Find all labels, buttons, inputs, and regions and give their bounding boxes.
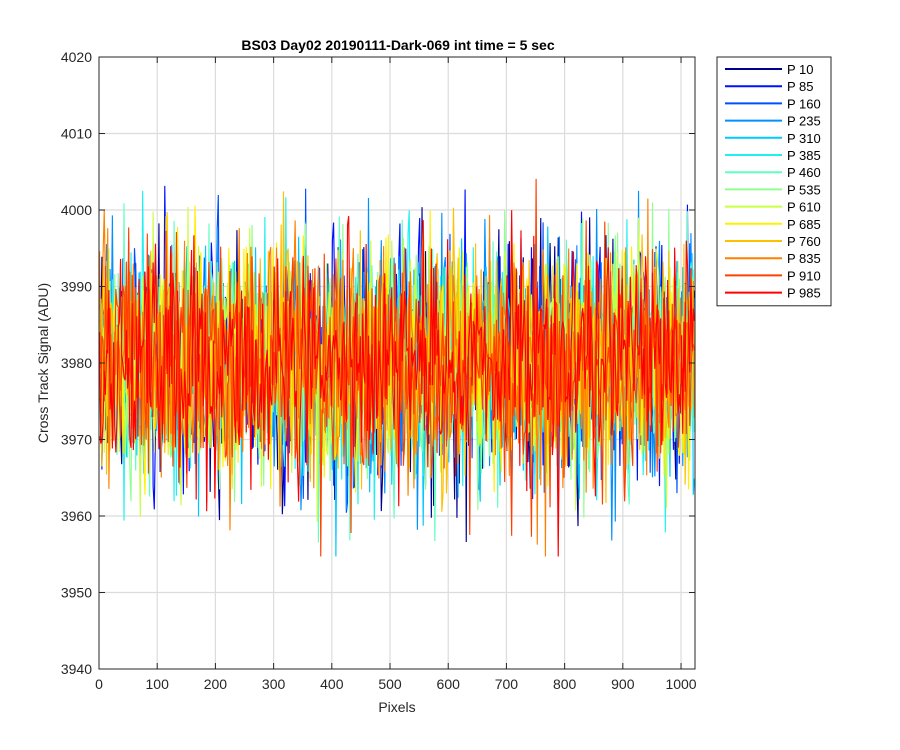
y-tick-label: 4010: [61, 126, 92, 142]
legend-entry-label: P 160: [787, 96, 821, 111]
y-tick-label: 3990: [61, 279, 92, 295]
legend-entry-label: P 835: [787, 251, 821, 266]
legend-entry-label: P 985: [787, 286, 821, 301]
x-tick-label: 400: [320, 676, 344, 692]
x-tick-label: 100: [146, 676, 170, 692]
x-tick-label: 1000: [665, 676, 696, 692]
y-tick-label: 3940: [61, 661, 92, 677]
legend-entry-label: P 310: [787, 131, 821, 146]
series-line-p835: [99, 198, 695, 557]
x-tick-label: 600: [437, 676, 461, 692]
x-tick-label: 800: [553, 676, 577, 692]
legend-entry-label: P 235: [787, 114, 821, 129]
chart-title: BS03 Day02 20190111-Dark-069 int time = …: [241, 37, 554, 53]
x-tick-label: 900: [611, 676, 635, 692]
x-tick-label: 0: [95, 676, 103, 692]
legend: P 10 P 85 P 160 P 235 P 310 P 385 P 460 P 535 P …: [716, 56, 832, 307]
legend-entry-label: P 10: [787, 62, 814, 77]
legend-entry-label: P 85: [787, 79, 814, 94]
legend-entry-label: P 760: [787, 234, 821, 249]
y-tick-label: 4020: [61, 49, 92, 65]
legend-entry-label: P 910: [787, 268, 821, 283]
y-tick-label: 3950: [61, 585, 92, 601]
plot-series-group: [99, 178, 695, 557]
legend-entry-label: P 460: [787, 165, 821, 180]
y-axis-label: Cross Track Signal (ADU): [35, 283, 51, 443]
x-tick-label: 500: [378, 676, 402, 692]
legend-entry-label: P 685: [787, 217, 821, 232]
legend-entry-label: P 535: [787, 182, 821, 197]
x-tick-label: 700: [495, 676, 519, 692]
y-tick-label: 3970: [61, 432, 92, 448]
x-tick-label: 200: [204, 676, 228, 692]
series-line-p985: [99, 210, 695, 557]
legend-entry-label: P 610: [787, 200, 821, 215]
y-tick-label: 3960: [61, 508, 92, 524]
x-tick-label: 300: [262, 676, 286, 692]
legend-entry-label: P 385: [787, 148, 821, 163]
y-tick-label: 4000: [61, 202, 92, 218]
y-tick-label: 3980: [61, 355, 92, 371]
axis-ticks: 0 100 200 300 400 500 600 700 800 900 1000 3940 3950…: [61, 49, 697, 692]
legend-box: [716, 56, 832, 307]
x-axis-label: Pixels: [378, 699, 415, 715]
